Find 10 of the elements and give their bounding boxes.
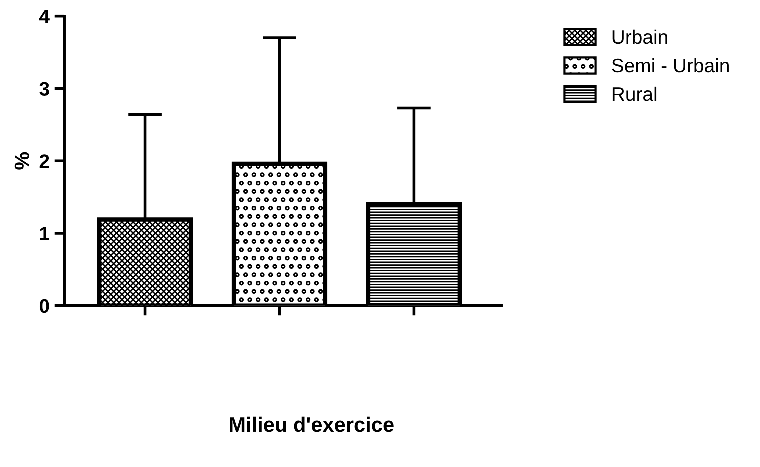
legend-label: Rural bbox=[612, 86, 657, 102]
legend-label: Semi - Urbain bbox=[612, 58, 729, 73]
y-tick-label: 0 bbox=[40, 299, 50, 314]
text: Milieu d'exercice bbox=[230, 416, 394, 432]
y-tick-label: 3 bbox=[40, 82, 50, 96]
y-tick-label: 2 bbox=[40, 154, 50, 168]
legend-label: Urbain bbox=[612, 30, 668, 44]
y-tick-label: 4 bbox=[40, 10, 50, 24]
y-tick-label: 1 bbox=[40, 227, 50, 241]
y-axis-title: % bbox=[14, 152, 30, 170]
